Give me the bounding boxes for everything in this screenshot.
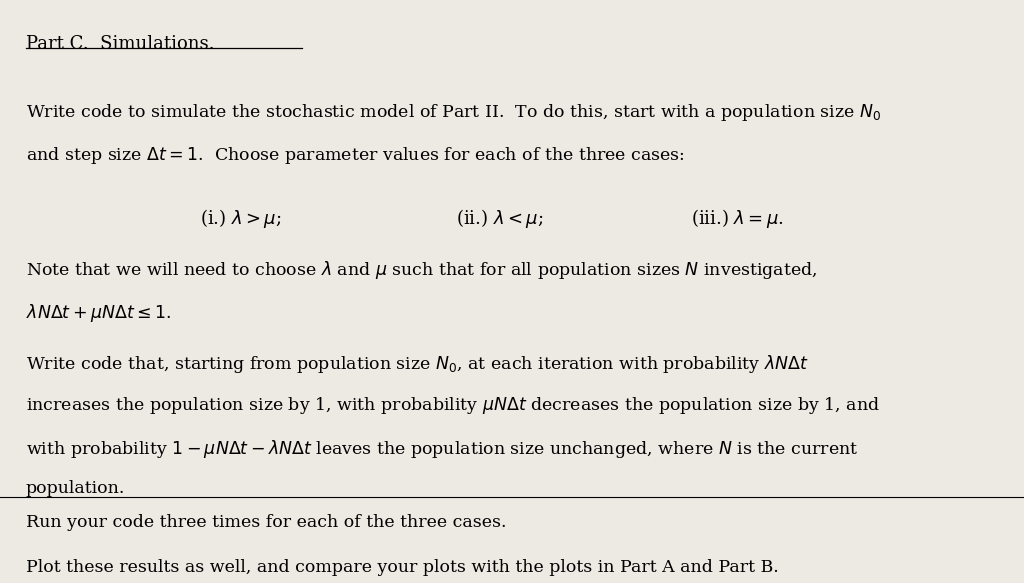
Text: and step size $\Delta t = 1$.  Choose parameter values for each of the three cas: and step size $\Delta t = 1$. Choose par… xyxy=(26,145,684,166)
Text: Run your code three times for each of the three cases.: Run your code three times for each of th… xyxy=(26,514,506,531)
Text: Note that we will need to choose $\lambda$ and $\mu$ such that for all populatio: Note that we will need to choose $\lambd… xyxy=(26,259,817,282)
Text: with probability $1 - \mu N\Delta t - \lambda N\Delta t$ leaves the population s: with probability $1 - \mu N\Delta t - \l… xyxy=(26,438,858,460)
Text: Write code that, starting from population size $N_0$, at each iteration with pro: Write code that, starting from populatio… xyxy=(26,353,808,375)
Text: Plot these results as well, and compare your plots with the plots in Part A and : Plot these results as well, and compare … xyxy=(26,559,778,575)
Text: population.: population. xyxy=(26,480,125,497)
Text: increases the population size by 1, with probability $\mu N\Delta t$ decreases t: increases the population size by 1, with… xyxy=(26,395,880,416)
Text: (ii.) $\lambda < \mu$;: (ii.) $\lambda < \mu$; xyxy=(456,207,543,230)
Text: Write code to simulate the stochastic model of Part II.  To do this, start with : Write code to simulate the stochastic mo… xyxy=(26,102,881,123)
Text: Part C.  Simulations.: Part C. Simulations. xyxy=(26,35,214,53)
Text: $\lambda N\Delta t + \mu N\Delta t \leq 1$.: $\lambda N\Delta t + \mu N\Delta t \leq … xyxy=(26,302,171,324)
Text: (iii.) $\lambda = \mu$.: (iii.) $\lambda = \mu$. xyxy=(691,207,784,230)
Text: (i.) $\lambda > \mu$;: (i.) $\lambda > \mu$; xyxy=(200,207,282,230)
